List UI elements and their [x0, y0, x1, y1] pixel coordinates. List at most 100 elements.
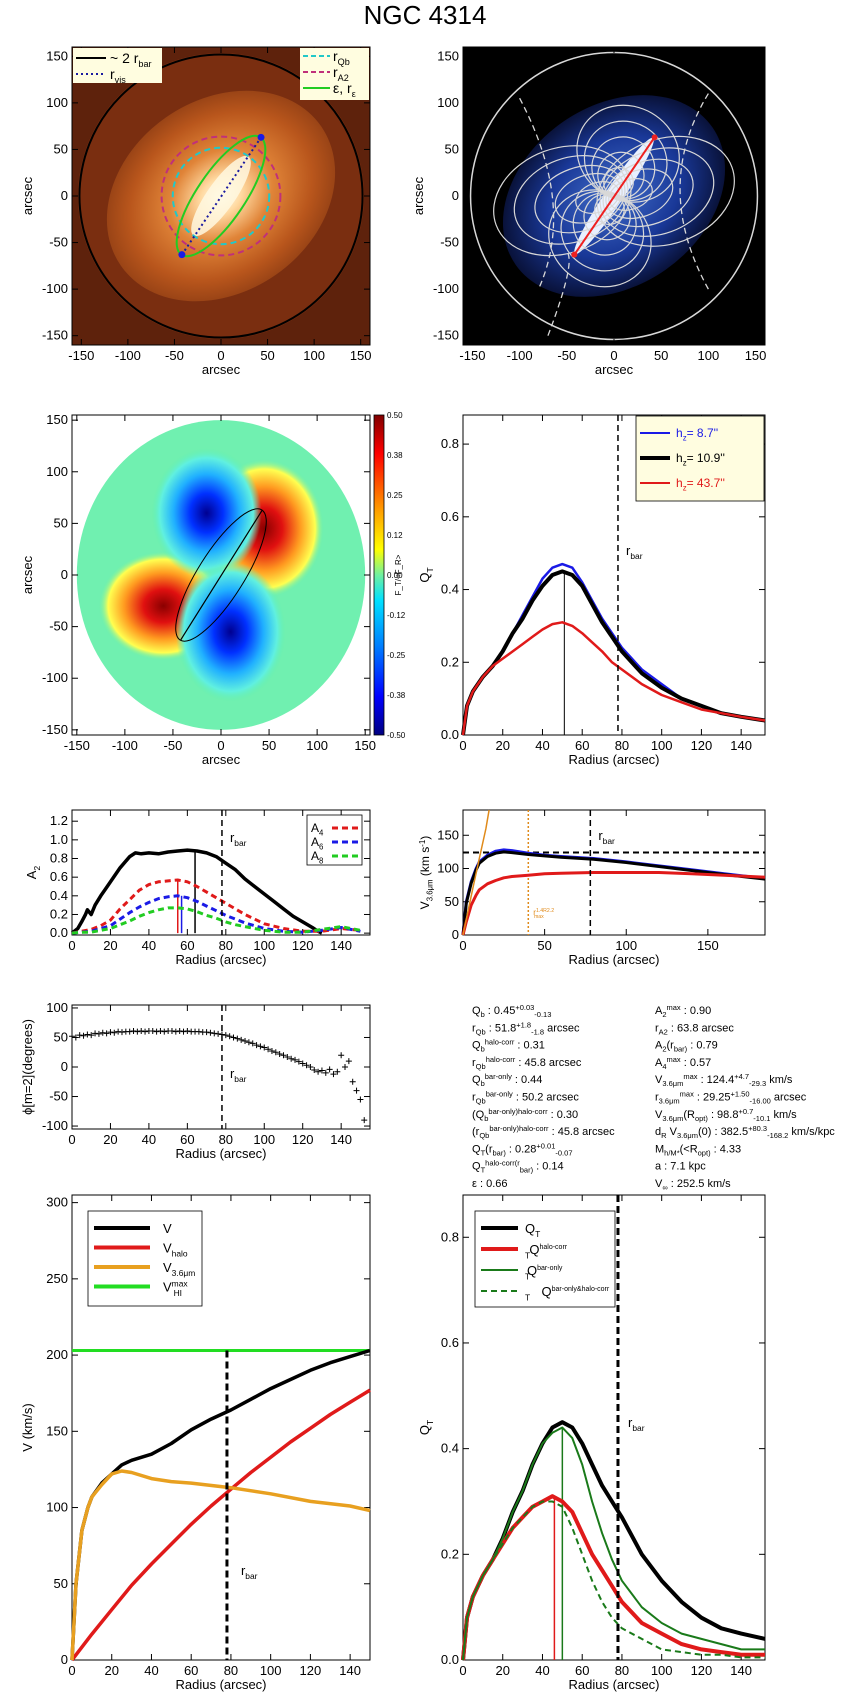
data-point [161, 1028, 168, 1035]
rqb-circle [171, 146, 271, 246]
rbar-label: rbar [230, 1066, 247, 1084]
x-tick-label: 140 [730, 738, 752, 753]
colorbar-tick-label: 0.38 [387, 451, 403, 460]
x-tick-label: 100 [260, 1663, 282, 1678]
data-point [318, 1067, 325, 1074]
legend-label: hz= 43.7'' [676, 476, 725, 493]
data-point [353, 1087, 360, 1094]
data-point [130, 1027, 137, 1034]
data-point [103, 1030, 110, 1037]
x-tick-label: 50 [260, 348, 274, 363]
data-point [261, 1044, 268, 1051]
x-tick-label: 20 [103, 1132, 117, 1147]
param-left: Qb : 0.45+0.03-0.13 [472, 1003, 551, 1019]
data-point [338, 1052, 345, 1059]
x-tick-label: 120 [292, 1132, 314, 1147]
y-tick-label: 100 [46, 464, 68, 479]
param-left: QT(rbar) : 0.28+0.01-0.07 [472, 1141, 573, 1157]
y-tick-label: 150 [46, 1423, 68, 1438]
contour-lobe [596, 135, 735, 247]
colorbar-tick-label: -0.38 [387, 691, 406, 700]
x-tick-label: 80 [219, 1132, 233, 1147]
y-axis-label: ϕ[m=2](degrees) [20, 1019, 35, 1115]
data-point [242, 1038, 249, 1045]
data-point [245, 1039, 252, 1046]
x-tick-label: 40 [535, 1663, 549, 1678]
x-tick-label: 0 [68, 1132, 75, 1147]
series-line [70, 848, 323, 935]
y-tick-label: -50 [49, 235, 68, 250]
contour-separatrix [679, 93, 709, 290]
param-left: Qbhalo-corr : 0.31 [472, 1038, 545, 1054]
x-tick-label: 80 [615, 738, 629, 753]
legend-label: A4 [311, 821, 324, 838]
y-tick-label: 0.4 [50, 888, 68, 903]
series-line [461, 562, 766, 736]
data-point [138, 1027, 145, 1034]
data-point [69, 1033, 75, 1040]
two-rbar-circle [78, 53, 364, 339]
legend-label: hz= 10.9'' [676, 451, 725, 468]
bar-end-dot [571, 251, 578, 258]
y-tick-label: 250 [46, 1271, 68, 1286]
legend-label: A6 [311, 835, 323, 852]
x-tick-label: 140 [330, 1132, 352, 1147]
bar-end-dot [178, 251, 186, 259]
series-line [461, 850, 766, 936]
colorbar-tick-label: -0.12 [387, 611, 406, 620]
data-point [153, 1028, 160, 1035]
x-tick-label: 50 [654, 348, 668, 363]
data-point [211, 1030, 218, 1037]
series-line [461, 621, 766, 736]
data-point [249, 1040, 256, 1047]
y-tick-label: 0.8 [441, 436, 459, 451]
axes-frame [71, 809, 371, 936]
y-tick-label: 0.4 [441, 1441, 459, 1456]
data-point [280, 1052, 287, 1059]
legend-label: QT [525, 1221, 540, 1239]
colorbar-tick-label: -0.50 [387, 731, 406, 740]
data-point [253, 1042, 260, 1049]
y-tick-label: 200 [46, 1347, 68, 1362]
panel-qt-profile: 0 20 40 60 80 100 120 140 0.0 0.2 0.4 0.6 0.8 Radius … [417, 414, 766, 767]
y-tick-label: 0 [61, 1059, 68, 1074]
data-point [299, 1060, 306, 1067]
ra2-circle [160, 135, 282, 257]
x-tick-label: 0 [459, 1663, 466, 1678]
y-tick-label: 0 [452, 188, 459, 203]
param-right: rA2 : 63.8 arcsec [655, 1022, 734, 1036]
contour-lobe [599, 147, 715, 237]
y-axis-label: arcsec [411, 176, 426, 215]
y-tick-label: 0.0 [441, 727, 459, 742]
data-point [357, 1096, 364, 1103]
data-point [284, 1053, 291, 1060]
rmax-label: r1.4R2.2 max [533, 908, 554, 920]
x-tick-label: 50 [537, 938, 551, 953]
param-left: (Qbbar-only)halo-corr : 0.30 [472, 1107, 578, 1123]
data-point [107, 1029, 114, 1036]
y-tick-label: 1.0 [50, 832, 68, 847]
y-tick-label: 100 [46, 1500, 68, 1515]
x-tick-label: 20 [104, 1663, 118, 1678]
data-point [80, 1032, 87, 1039]
data-point [157, 1027, 164, 1034]
y-axis-label: arcsec [20, 176, 35, 215]
data-point [345, 1058, 352, 1065]
x-tick-label: 100 [253, 1132, 275, 1147]
x-tick-label: 0 [217, 738, 224, 753]
data-point [149, 1027, 156, 1034]
y-tick-label: 0.2 [441, 1546, 459, 1561]
x-tick-label: 40 [142, 1132, 156, 1147]
data-point [84, 1031, 91, 1038]
param-right: V∞ : 252.5 km/s [655, 1178, 731, 1192]
rvis-line [181, 136, 262, 256]
x-tick-label: -50 [557, 348, 576, 363]
y-tick-label: 0.2 [50, 906, 68, 921]
y-tick-label: 100 [437, 861, 459, 876]
x-tick-label: 100 [698, 348, 720, 363]
y-tick-label: 50 [54, 515, 68, 530]
data-point [272, 1049, 279, 1056]
param-left: rQb : 51.8+1.8-1.8 arcsec [472, 1020, 580, 1036]
x-tick-label: 50 [262, 738, 276, 753]
